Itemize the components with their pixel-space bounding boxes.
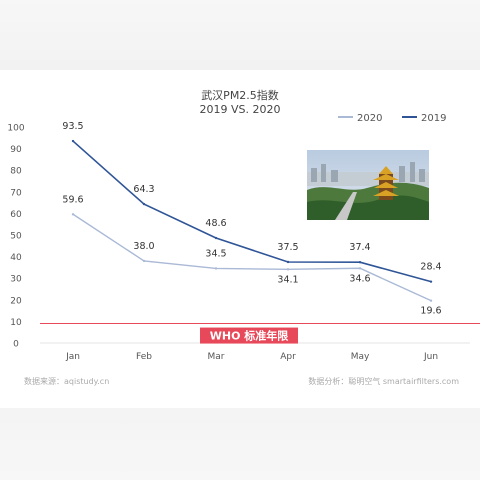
y-axis: 0 10 20 30 40 50 60 70 80 90 100 bbox=[7, 124, 24, 350]
chart-subtitle: 2019 VS. 2020 bbox=[200, 103, 281, 116]
data-point-2019 bbox=[429, 280, 433, 283]
legend: 2020 2019 bbox=[338, 113, 446, 124]
x-tick-label: Feb bbox=[136, 352, 152, 362]
data-label-2019: 37.4 bbox=[349, 242, 370, 253]
data-point-2019 bbox=[214, 236, 218, 240]
data-point-2020 bbox=[214, 267, 218, 270]
y-tick-label: 0 bbox=[13, 340, 19, 350]
series-lines: 59.6 38.0 34.5 34.1 34.6 19.6 93.5 64.3 48.6 37.5… bbox=[62, 121, 441, 317]
data-point-2020 bbox=[358, 267, 362, 270]
y-tick-label: 10 bbox=[10, 318, 22, 328]
y-tick-label: 60 bbox=[10, 210, 22, 220]
y-tick-label: 70 bbox=[10, 188, 22, 198]
series-line-2020 bbox=[72, 213, 432, 302]
data-point-2019 bbox=[286, 260, 290, 264]
who-reference: WHO 标准年限 bbox=[40, 323, 480, 344]
data-point-2019 bbox=[358, 261, 362, 264]
footer-analysis: 数据分析：聪明空气 smartairfilters.com bbox=[308, 376, 459, 386]
chart-card: 武汉PM2.5指数 2019 VS. 2020 2020 2019 0 10 20 3… bbox=[0, 70, 480, 408]
data-point-2020 bbox=[71, 213, 75, 216]
data-label-2020: 34.1 bbox=[277, 274, 298, 285]
data-label-2020: 19.6 bbox=[420, 306, 441, 317]
data-point-2019 bbox=[142, 202, 146, 206]
who-label-box bbox=[200, 327, 298, 344]
x-tick-label: May bbox=[351, 352, 370, 362]
data-point-2020 bbox=[286, 268, 290, 271]
y-tick-label: 100 bbox=[7, 124, 24, 134]
data-label-2020: 34.5 bbox=[205, 248, 226, 259]
x-tick-label: Mar bbox=[208, 352, 225, 362]
data-label-2019: 37.5 bbox=[277, 242, 298, 253]
x-tick-label: Jun bbox=[423, 352, 438, 362]
bottom-background-band bbox=[0, 408, 480, 480]
top-background-band bbox=[0, 0, 480, 70]
chart-title: 武汉PM2.5指数 bbox=[201, 88, 279, 102]
data-label-2019: 93.5 bbox=[62, 121, 83, 132]
data-point-2020 bbox=[429, 299, 433, 302]
who-label: WHO 标准年限 bbox=[210, 329, 289, 343]
data-label-2020: 38.0 bbox=[133, 241, 154, 252]
y-tick-label: 90 bbox=[10, 145, 22, 155]
x-tick-label: Jan bbox=[65, 352, 80, 362]
data-point-2019 bbox=[71, 139, 75, 143]
data-point-2020 bbox=[142, 259, 146, 263]
data-label-2019: 48.6 bbox=[205, 218, 226, 229]
x-axis: Jan Feb Mar Apr May Jun bbox=[65, 352, 438, 362]
pm25-line-chart: 武汉PM2.5指数 2019 VS. 2020 2020 2019 0 10 20 3… bbox=[7, 88, 480, 386]
legend-label-2020: 2020 bbox=[357, 113, 382, 124]
x-tick-label: Apr bbox=[280, 352, 296, 362]
y-tick-label: 30 bbox=[10, 275, 22, 285]
wuhan-yellow-crane-tower-photo bbox=[307, 150, 429, 220]
y-tick-label: 50 bbox=[10, 232, 22, 242]
y-tick-label: 80 bbox=[10, 167, 22, 177]
footer-source: 数据来源：aqistudy.cn bbox=[24, 376, 109, 386]
data-label-2019: 28.4 bbox=[420, 262, 441, 273]
y-tick-label: 40 bbox=[10, 253, 22, 263]
series-line-2019 bbox=[72, 140, 432, 283]
data-label-2019: 64.3 bbox=[133, 184, 154, 195]
y-tick-label: 20 bbox=[10, 296, 22, 306]
data-label-2020: 34.6 bbox=[349, 273, 370, 284]
legend-label-2019: 2019 bbox=[421, 113, 446, 124]
data-label-2020: 59.6 bbox=[62, 194, 83, 205]
